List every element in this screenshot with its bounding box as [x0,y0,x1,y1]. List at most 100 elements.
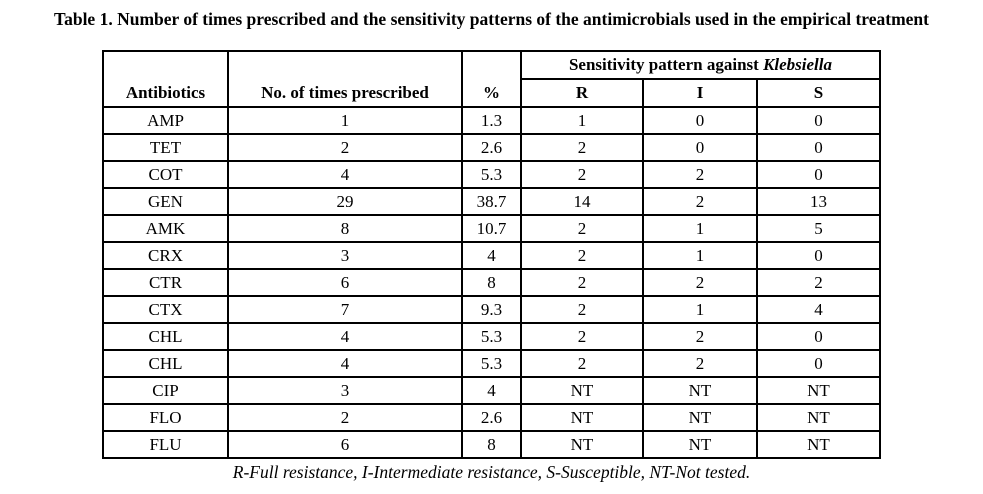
cell-intermediate: NT [642,430,758,459]
cell-susceptible: 0 [756,106,881,135]
cell-resistant: 1 [520,106,644,135]
table-body: AMP 1 1.3 1 0 0 TET 2 2.6 2 0 0 COT 4 5.… [102,106,881,459]
cell-susceptible: 0 [756,241,881,270]
cell-times-prescribed: 7 [227,295,463,324]
cell-percent: 9.3 [461,295,522,324]
cell-times-prescribed: 4 [227,322,463,351]
cell-percent: 2.6 [461,133,522,162]
cell-antibiotic: CRX [102,241,229,270]
cell-resistant: 2 [520,268,644,297]
table-row: AMK 8 10.7 2 1 5 [102,214,881,243]
cell-intermediate: 0 [642,133,758,162]
cell-percent: 10.7 [461,214,522,243]
cell-susceptible: 13 [756,187,881,216]
cell-percent: 8 [461,268,522,297]
cell-times-prescribed: 3 [227,376,463,405]
table-footnote: R-Full resistance, I-Intermediate resist… [232,462,751,482]
cell-resistant: 2 [520,214,644,243]
cell-times-prescribed: 6 [227,430,463,459]
table-header: Antibiotics No. of times prescribed % Se… [102,50,881,108]
cell-resistant: 2 [520,241,644,270]
cell-susceptible: 5 [756,214,881,243]
cell-antibiotic: CIP [102,376,229,405]
cell-percent: 5.3 [461,160,522,189]
col-header-susceptible: S [756,78,881,108]
cell-times-prescribed: 2 [227,133,463,162]
cell-times-prescribed: 4 [227,160,463,189]
cell-antibiotic: CHL [102,349,229,378]
cell-susceptible: NT [756,403,881,432]
cell-susceptible: 4 [756,295,881,324]
table-row: CHL 4 5.3 2 2 0 [102,322,881,351]
cell-susceptible: 0 [756,160,881,189]
cell-percent: 2.6 [461,403,522,432]
cell-antibiotic: FLU [102,430,229,459]
cell-susceptible: NT [756,430,881,459]
cell-antibiotic: CTR [102,268,229,297]
cell-percent: 4 [461,376,522,405]
table-row: GEN 29 38.7 14 2 13 [102,187,881,216]
table-row: FLU 6 8 NT NT NT [102,430,881,459]
cell-times-prescribed: 1 [227,106,463,135]
table-row: CTX 7 9.3 2 1 4 [102,295,881,324]
cell-antibiotic: GEN [102,187,229,216]
cell-intermediate: 1 [642,241,758,270]
table-row: AMP 1 1.3 1 0 0 [102,106,881,135]
cell-intermediate: 2 [642,349,758,378]
cell-antibiotic: CTX [102,295,229,324]
table-title: Table 1. Number of times prescribed and … [54,9,929,29]
cell-resistant: 2 [520,349,644,378]
table-row: COT 4 5.3 2 2 0 [102,160,881,189]
cell-resistant: 2 [520,160,644,189]
cell-intermediate: 2 [642,322,758,351]
cell-intermediate: NT [642,376,758,405]
antimicrobials-table: Antibiotics No. of times prescribed % Se… [102,50,881,459]
cell-resistant: 2 [520,133,644,162]
cell-antibiotic: AMP [102,106,229,135]
cell-percent: 1.3 [461,106,522,135]
table-row: CRX 3 4 2 1 0 [102,241,881,270]
group-header-sensitivity-text: Sensitivity pattern against [568,55,764,74]
cell-intermediate: 1 [642,214,758,243]
cell-percent: 4 [461,241,522,270]
cell-times-prescribed: 29 [227,187,463,216]
group-header-sensitivity: Sensitivity pattern against Klebsiella [520,50,881,80]
cell-antibiotic: COT [102,160,229,189]
cell-antibiotic: CHL [102,322,229,351]
table-row: FLO 2 2.6 NT NT NT [102,403,881,432]
cell-intermediate: 0 [642,106,758,135]
cell-resistant: 14 [520,187,644,216]
cell-intermediate: NT [642,403,758,432]
col-header-antibiotics: Antibiotics [102,50,229,108]
cell-percent: 8 [461,430,522,459]
cell-percent: 38.7 [461,187,522,216]
col-header-times-prescribed: No. of times prescribed [227,50,463,108]
cell-susceptible: 2 [756,268,881,297]
cell-times-prescribed: 4 [227,349,463,378]
cell-intermediate: 2 [642,187,758,216]
cell-resistant: NT [520,430,644,459]
cell-times-prescribed: 8 [227,214,463,243]
cell-antibiotic: AMK [102,214,229,243]
cell-intermediate: 2 [642,268,758,297]
col-header-intermediate: I [642,78,758,108]
cell-intermediate: 2 [642,160,758,189]
col-header-resistant: R [520,78,644,108]
table-row: CTR 6 8 2 2 2 [102,268,881,297]
header-group-row: Antibiotics No. of times prescribed % Se… [102,50,881,108]
cell-resistant: 2 [520,322,644,351]
cell-times-prescribed: 2 [227,403,463,432]
cell-resistant: NT [520,376,644,405]
table-row: CHL 4 5.3 2 2 0 [102,349,881,378]
cell-susceptible: 0 [756,349,881,378]
header-sub-row: R I S [103,78,881,108]
cell-times-prescribed: 6 [227,268,463,297]
cell-antibiotic: FLO [102,403,229,432]
col-header-percent: % [461,50,522,108]
cell-susceptible: 0 [756,322,881,351]
group-header-species-name: Klebsiella [763,55,833,74]
table-row: CIP 3 4 NT NT NT [102,376,881,405]
cell-resistant: 2 [520,295,644,324]
cell-resistant: NT [520,403,644,432]
cell-percent: 5.3 [461,322,522,351]
